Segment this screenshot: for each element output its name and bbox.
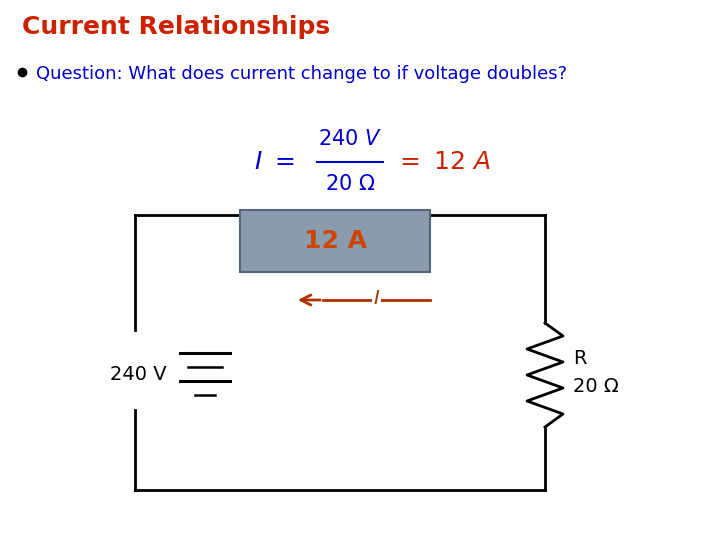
Text: $20\ \Omega$: $20\ \Omega$ bbox=[325, 174, 375, 194]
Text: $240\ V$: $240\ V$ bbox=[318, 129, 382, 149]
Bar bbox=[240, 210, 430, 272]
Text: 240 V: 240 V bbox=[110, 366, 167, 384]
Text: $I\ =$: $I\ =$ bbox=[254, 150, 295, 174]
Text: Current Relationships: Current Relationships bbox=[22, 15, 330, 39]
Text: R: R bbox=[573, 349, 587, 368]
Text: I: I bbox=[374, 289, 379, 308]
Text: 20 Ω: 20 Ω bbox=[573, 377, 618, 396]
Text: 12 A: 12 A bbox=[304, 229, 366, 253]
Text: Question: What does current change to if voltage doubles?: Question: What does current change to if… bbox=[36, 65, 567, 83]
Text: $=\ 12\ A$: $=\ 12\ A$ bbox=[395, 150, 491, 174]
